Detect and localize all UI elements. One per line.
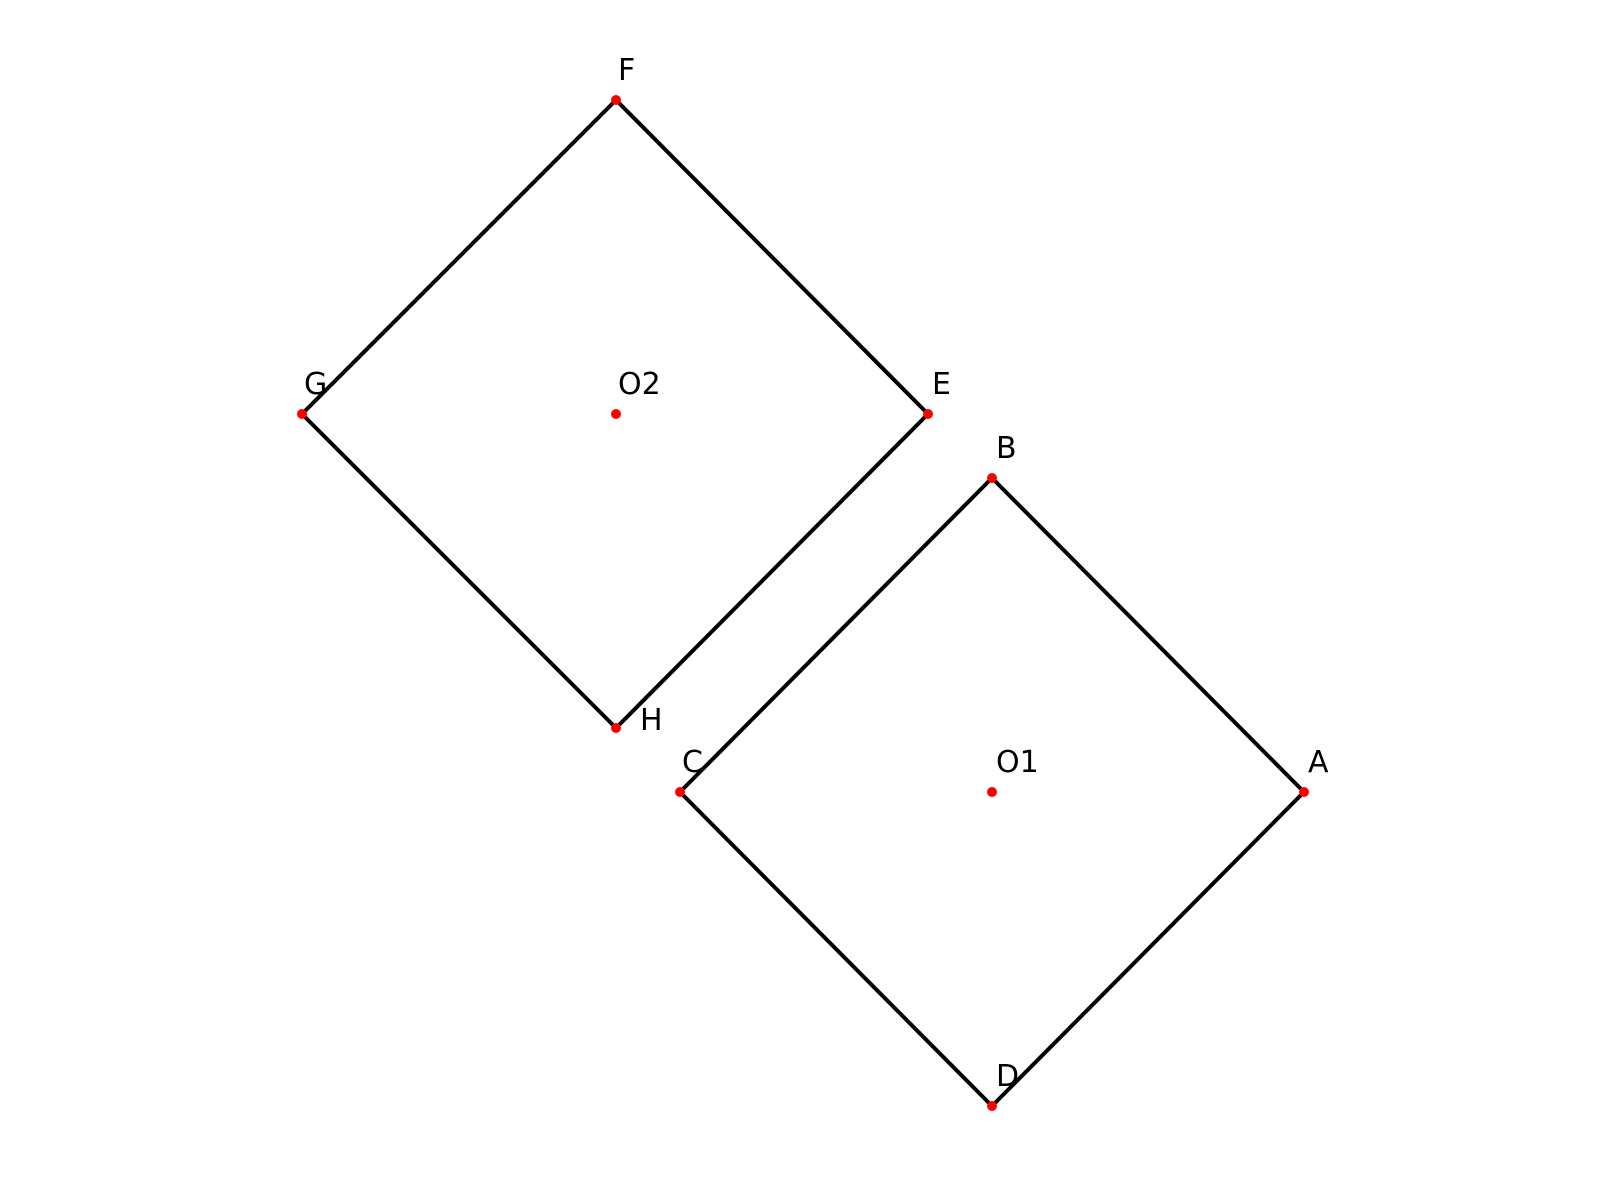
point-O1 — [987, 787, 997, 797]
label-O1: O1 — [996, 745, 1039, 780]
label-E: E — [932, 367, 951, 402]
segment-HE — [614, 412, 930, 730]
segment-CD — [678, 790, 994, 1108]
square-EFGH — [300, 98, 930, 730]
point-C — [675, 787, 685, 797]
point-E — [923, 409, 933, 419]
segment-DA — [990, 790, 1306, 1108]
points — [297, 95, 1309, 1111]
label-F: F — [618, 53, 635, 88]
point-B — [987, 473, 997, 483]
point-F — [611, 95, 621, 105]
point-D — [987, 1101, 997, 1111]
segment-BC — [678, 476, 994, 794]
segment-EF — [614, 98, 930, 416]
segment-GH — [300, 412, 618, 730]
point-A — [1299, 787, 1309, 797]
label-C: C — [682, 745, 703, 780]
label-B: B — [996, 431, 1017, 466]
label-G: G — [304, 367, 327, 402]
label-A: A — [1308, 745, 1329, 780]
segment-FG — [300, 98, 618, 416]
label-O2: O2 — [618, 367, 661, 402]
labels: A B C D O1 E F G H O2 — [304, 53, 1329, 1094]
point-H — [611, 723, 621, 733]
segment-AB — [990, 476, 1306, 794]
point-G — [297, 409, 307, 419]
label-H: H — [640, 703, 663, 738]
square-ABCD — [678, 476, 1306, 1108]
point-O2 — [611, 409, 621, 419]
label-D: D — [996, 1059, 1019, 1094]
